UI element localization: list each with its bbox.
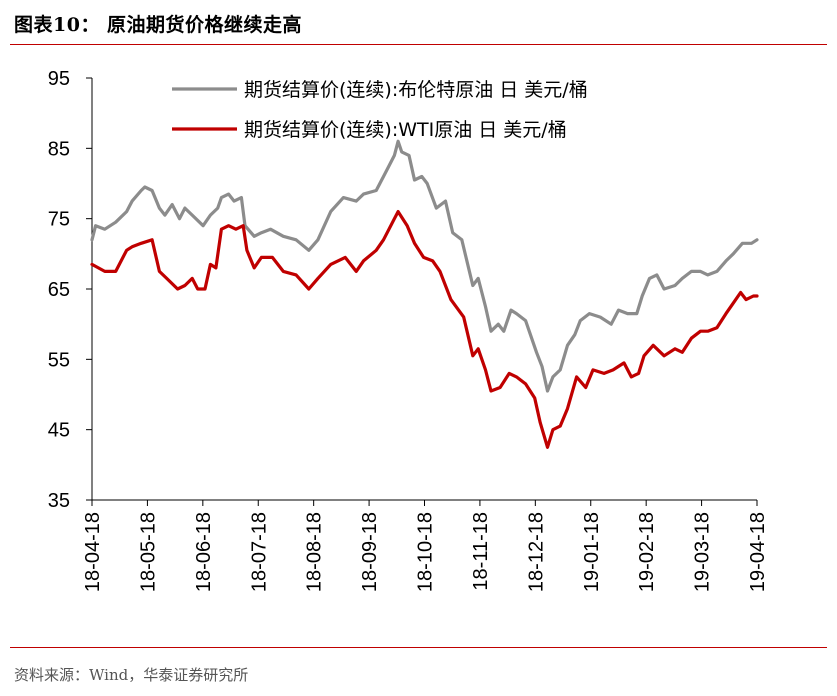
x-tick-label: 18-08-18 (304, 512, 326, 592)
y-tick-label: 45 (48, 420, 70, 442)
y-tick-label: 35 (48, 490, 70, 512)
source-note: 资料来源：Wind，华泰证券研究所 (14, 666, 249, 684)
x-axis: 18-04-18 18-05-18 18-06-18 18-07-18 18-08-18… (82, 499, 769, 592)
legend-label: 期货结算价(连续):WTI原油 日 美元/桶 (244, 119, 567, 141)
x-tick-label: 18-04-18 (82, 512, 104, 592)
x-tick-label: 18-05-18 (137, 512, 159, 592)
x-tick-label: 18-10-18 (415, 512, 437, 592)
y-tick-label: 55 (48, 349, 70, 371)
y-tick-label: 75 (48, 209, 70, 231)
x-tick-label: 18-07-18 (248, 512, 270, 592)
y-tick-label: 95 (48, 68, 70, 90)
y-axis: 35 45 55 65 75 85 95 (48, 68, 93, 512)
x-tick-label: 18-09-18 (359, 512, 381, 592)
x-tick-label: 18-12-18 (525, 512, 547, 592)
x-tick-label: 19-02-18 (636, 512, 658, 592)
source-rule (10, 647, 827, 648)
figure-title: 图表10： 原油期货价格继续走高 (14, 14, 303, 36)
x-tick-label: 18-11-18 (470, 512, 492, 591)
x-tick-label: 19-03-18 (692, 512, 714, 592)
x-tick-label: 19-01-18 (581, 512, 603, 592)
series-line-wti (90, 210, 759, 449)
series-line-brent (90, 139, 759, 393)
x-tick-label: 19-04-18 (747, 512, 769, 592)
series-layer (90, 139, 759, 449)
y-tick-label: 65 (48, 279, 70, 301)
y-tick-label: 85 (48, 138, 70, 160)
title-rule (10, 44, 827, 45)
legend-label: 期货结算价(连续):布伦特原油 日 美元/桶 (244, 79, 588, 101)
x-tick-label: 18-06-18 (193, 512, 215, 592)
